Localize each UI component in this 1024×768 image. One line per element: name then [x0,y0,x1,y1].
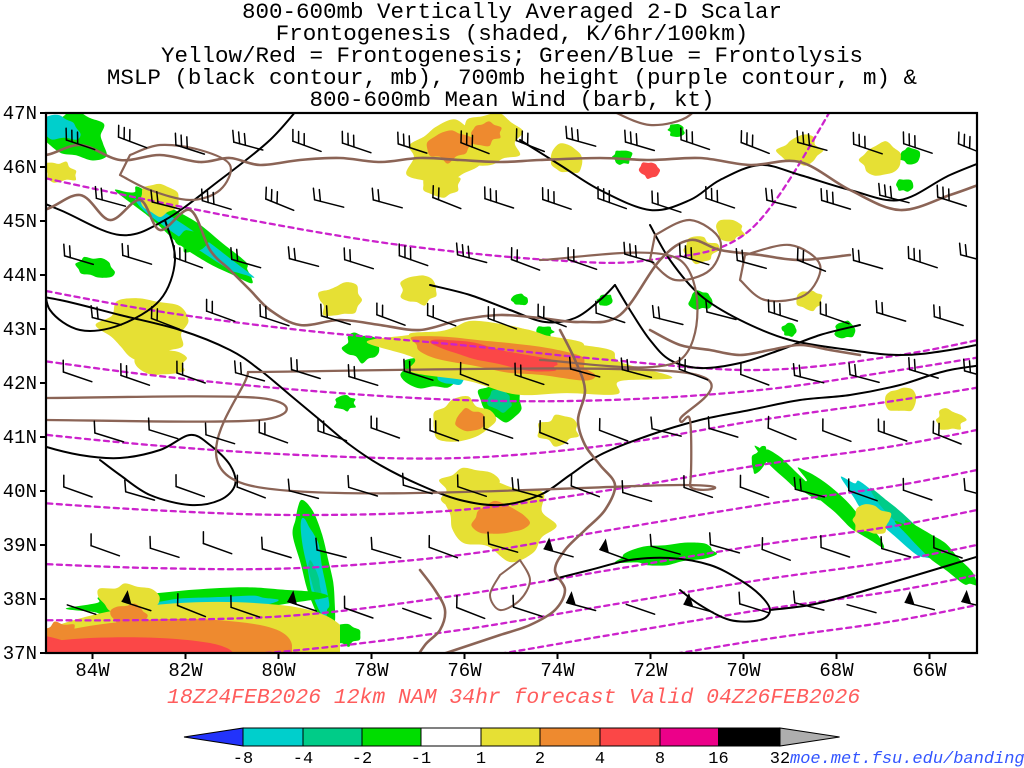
svg-text:40N: 40N [3,481,37,503]
svg-text:80W: 80W [261,660,296,682]
svg-text:68W: 68W [819,660,854,682]
svg-text:32: 32 [770,750,790,768]
svg-text:39N: 39N [3,535,37,557]
svg-text:47N: 47N [3,103,37,125]
svg-text:44N: 44N [3,265,37,287]
svg-text:74W: 74W [540,660,575,682]
svg-text:37N: 37N [3,643,37,665]
svg-text:78W: 78W [354,660,389,682]
svg-text:-8: -8 [233,750,253,768]
svg-text:18Z24FEB2026 12km NAM 34hr for: 18Z24FEB2026 12km NAM 34hr forecast Vali… [167,686,860,710]
svg-text:8: 8 [655,750,665,768]
svg-text:84W: 84W [75,660,110,682]
svg-text:4: 4 [595,750,605,768]
svg-text:76W: 76W [447,660,482,682]
svg-text:82W: 82W [168,660,203,682]
svg-text:16: 16 [708,750,728,768]
svg-text:45N: 45N [3,211,37,233]
svg-text:moe.met.fsu.edu/banding: moe.met.fsu.edu/banding [790,750,1024,768]
svg-text:-1: -1 [411,750,431,768]
svg-text:1: 1 [476,750,486,768]
svg-text:72W: 72W [633,660,668,682]
svg-text:41N: 41N [3,427,37,449]
svg-text:70W: 70W [726,660,761,682]
svg-text:66W: 66W [912,660,947,682]
svg-text:46N: 46N [3,157,37,179]
svg-text:2: 2 [535,750,545,768]
svg-text:43N: 43N [3,319,37,341]
svg-text:-2: -2 [352,750,372,768]
svg-text:42N: 42N [3,373,37,395]
svg-text:-4: -4 [293,750,313,768]
svg-text:38N: 38N [3,589,37,611]
